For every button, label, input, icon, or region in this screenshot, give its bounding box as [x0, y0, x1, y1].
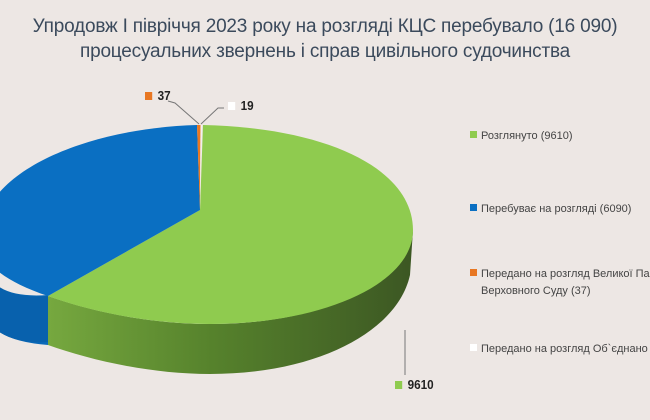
label-swatch-orange [145, 91, 153, 100]
pie-side-considered [48, 230, 413, 374]
label-swatch-white [228, 101, 236, 110]
chart-title-line-2: процесуальних звернень і справ цивільног… [79, 41, 570, 62]
leader-line-37 [167, 100, 200, 125]
leader-line-19 [200, 107, 224, 125]
pie-slice-grand-chamber [197, 125, 201, 210]
legend-item-grand-chamber: Передано на розгляд Великої Па Верховног… [470, 266, 650, 300]
legend-swatch-orange [470, 269, 477, 276]
data-label-considered: 9610 [395, 377, 434, 392]
pie-slice-pending [0, 125, 200, 296]
data-label-joint-chamber: 19 [228, 98, 254, 113]
chart-title: Упродовж І півріччя 2023 року на розгляд… [0, 14, 650, 64]
pie-slice-joint-chamber [200, 125, 202, 210]
legend-item-pending: Перебуває на розгляді (6090) [470, 201, 631, 218]
legend-swatch-blue [470, 204, 477, 211]
pie-slice-considered [48, 125, 413, 324]
chart-title-line-1: Упродовж І півріччя 2023 року на розгляд… [32, 16, 618, 37]
data-label-grand-chamber: 37 [145, 88, 171, 103]
legend-swatch-white [470, 344, 477, 351]
legend-item-joint-chamber: Передано на розгляд Об`єднано [470, 341, 648, 358]
pie-side-pending-2 [0, 288, 48, 343]
label-swatch-green [395, 380, 403, 389]
legend-item-considered: Розглянуто (9610) [470, 128, 573, 145]
legend-swatch-green [470, 131, 477, 138]
